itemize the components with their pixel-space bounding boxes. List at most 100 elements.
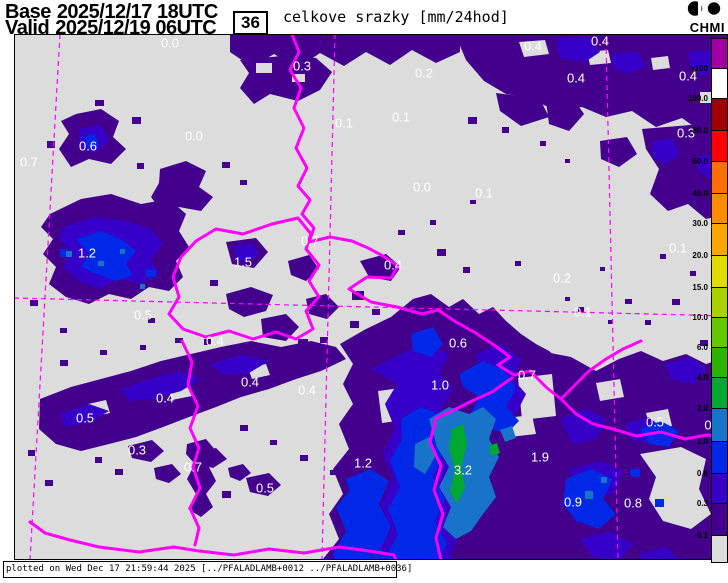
map-shape: [700, 92, 716, 103]
map-shape: [140, 284, 145, 289]
map-shape: [430, 220, 436, 225]
map-shape: [707, 2, 721, 15]
map-shape: [463, 267, 470, 273]
map-shape: [330, 470, 337, 475]
map-shape: [560, 409, 606, 444]
map-shape: [98, 261, 104, 266]
map-shape: [612, 52, 646, 74]
map-shape: [600, 267, 605, 271]
colorbar-segment: [712, 256, 727, 288]
map-shape: [665, 357, 706, 384]
map-shape: [449, 424, 467, 504]
map-shape: [660, 254, 666, 259]
map-shape: [645, 320, 651, 325]
chmi-logo: CHMI: [675, 1, 725, 34]
map-shape: [625, 299, 632, 304]
colorbar-segment: [712, 442, 727, 474]
map-shape: [320, 337, 328, 343]
map-shape: [672, 299, 680, 305]
chmi-logo-text: CHMI: [689, 20, 725, 35]
map-shape: [489, 443, 500, 456]
base-label: Base: [5, 1, 51, 23]
colorbar-segment: [712, 474, 727, 504]
colorbar-segment: [712, 39, 727, 69]
map-shape: [45, 480, 53, 486]
base-time-line: Base 2025/12/17 18UTC: [5, 1, 218, 24]
map-shape: [556, 37, 600, 62]
map-shape: [15, 297, 727, 317]
valid-time-line: Valid 2025/12/19 06UTC: [5, 17, 217, 40]
map-shape: [146, 269, 156, 277]
map-shape: [288, 35, 316, 244]
map-shape: [30, 300, 38, 306]
map-shape: [186, 439, 216, 517]
map-shape: [540, 141, 546, 146]
colorbar-segment: [712, 224, 727, 256]
map-shape: [234, 243, 259, 263]
map-shape: [630, 469, 640, 477]
map-shape: [546, 97, 584, 131]
map-shape: [15, 35, 727, 559]
map-shape: [95, 457, 102, 463]
map-shape: [210, 355, 269, 375]
chmi-logo-icon: [687, 1, 721, 16]
map-shape: [60, 249, 68, 257]
colorbar-segment: [712, 409, 727, 442]
map-shape: [585, 491, 593, 499]
map-shape: [655, 499, 664, 507]
colorbar-segment: [712, 69, 727, 99]
precip-band-1-layer: [66, 249, 607, 539]
map-shape: [240, 180, 247, 185]
map-shape: [180, 339, 202, 547]
map-shape: [84, 134, 99, 149]
map-shape: [502, 127, 509, 133]
map-shape: [226, 287, 273, 317]
colorbar-segment: [712, 536, 727, 562]
colorbar-segment: [712, 131, 727, 162]
map-shape: [698, 1, 702, 16]
map-shape: [559, 397, 727, 441]
map-shape: [565, 297, 570, 301]
map-shape: [596, 379, 624, 401]
map-shape: [640, 547, 679, 559]
map-shape: [321, 35, 336, 559]
map-shape: [66, 251, 72, 257]
map-shape: [565, 159, 570, 163]
map-shape: [240, 425, 248, 431]
country-borders: [28, 35, 727, 559]
map-shape: [288, 255, 319, 281]
colorbar-segment: [712, 288, 727, 318]
map-shape: [100, 350, 107, 355]
plot-info-footer: plotted on Wed Dec 17 21:59:44 2025 [../…: [3, 561, 412, 578]
map-shape: [167, 216, 321, 341]
map-shape: [700, 340, 708, 346]
colorbar-segment: [712, 318, 727, 348]
valid-datetime: 2025/12/19 06UTC: [55, 17, 217, 39]
colorbar: [711, 38, 728, 563]
map-shape: [120, 371, 201, 401]
map-shape: [651, 56, 670, 70]
map-shape: [496, 93, 549, 126]
map-shape: [640, 421, 679, 447]
map-shape: [222, 491, 231, 498]
map-shape: [333, 469, 391, 559]
map-shape: [578, 307, 584, 312]
map-shape: [468, 117, 477, 124]
map-shape: [470, 200, 476, 204]
map-shape: [411, 327, 443, 357]
map-shape: [28, 520, 398, 559]
map-shape: [28, 450, 35, 456]
map-shape: [292, 74, 305, 82]
map-shape: [270, 440, 277, 445]
map-shape: [140, 345, 146, 350]
map-shape: [580, 531, 633, 559]
map-shape: [298, 339, 308, 346]
map-shape: [414, 437, 435, 474]
colorbar-segment: [712, 162, 727, 194]
map-shape: [601, 477, 607, 483]
map-shape: [608, 320, 613, 324]
map-shape: [429, 407, 499, 539]
